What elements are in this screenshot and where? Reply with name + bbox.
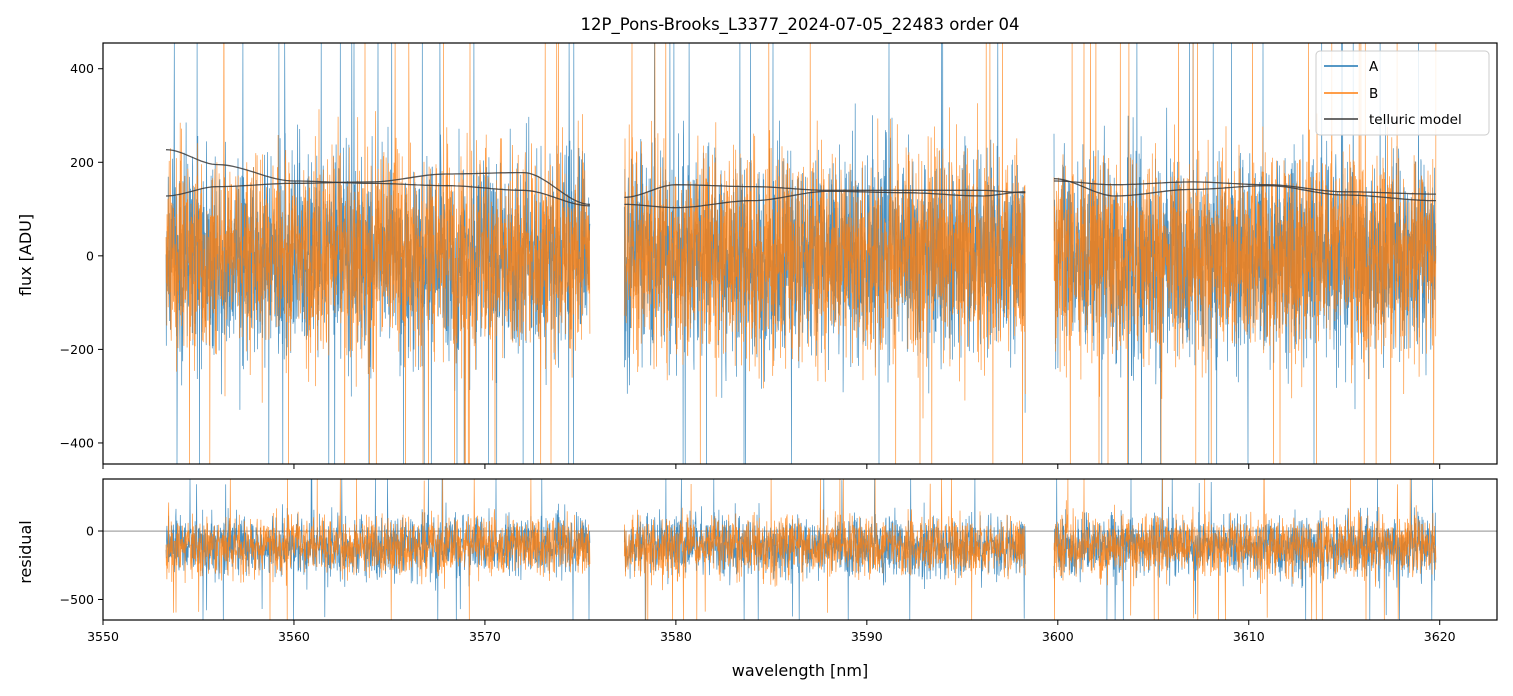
chart-title: 12P_Pons-Brooks_L3377_2024-07-05_22483 o… — [581, 15, 1020, 35]
main-y-axis-label: flux [ADU] — [16, 214, 35, 296]
residual-ytick-label: −500 — [60, 592, 94, 607]
legend: A B telluric model — [1315, 50, 1490, 136]
main-panel: −400 −200 0 200 400 flux [ADU] A B telluric … — [16, 42, 1498, 469]
main-x-ticks — [102, 464, 1441, 469]
legend-label-telluric: telluric model — [1369, 112, 1462, 128]
residual-xtick-label: 3550 — [87, 629, 119, 644]
residual-plot-area — [103, 479, 1497, 620]
residual-x-ticks: 3550 3560 3570 3580 3590 3600 3610 3620 — [87, 620, 1456, 644]
main-ytick-label: 0 — [86, 248, 94, 263]
x-axis-label: wavelength [nm] — [732, 661, 869, 680]
main-ytick-label: 200 — [70, 155, 94, 170]
main-telluric-model-curve-2 — [624, 190, 1026, 209]
residual-xtick-label: 3590 — [851, 629, 883, 644]
main-axes-frame — [102, 42, 1498, 465]
residual-ytick-label: 0 — [86, 524, 94, 539]
residual-xtick-label: 3560 — [278, 629, 310, 644]
residual-xtick-label: 3600 — [1042, 629, 1074, 644]
main-y-ticks: −400 −200 0 200 400 — [60, 61, 103, 450]
main-ytick-label: −400 — [60, 435, 94, 450]
residual-series-b — [165, 479, 1437, 620]
main-series-b — [165, 43, 1437, 464]
residual-y-axis-label: residual — [16, 520, 35, 583]
legend-label-a: A — [1369, 59, 1379, 75]
main-telluric-model-curve-5 — [1053, 178, 1436, 202]
main-telluric-model-curve-1 — [165, 171, 590, 206]
legend-label-b: B — [1369, 86, 1378, 102]
main-plot-area — [165, 43, 1437, 464]
main-telluric-model-curve-0 — [165, 149, 590, 207]
main-ytick-label: 400 — [70, 61, 94, 76]
residual-xtick-label: 3580 — [660, 629, 692, 644]
residual-xtick-label: 3620 — [1424, 629, 1456, 644]
residual-xtick-label: 3570 — [469, 629, 501, 644]
residual-xtick-label: 3610 — [1233, 629, 1265, 644]
main-telluric-model-curve-4 — [1054, 180, 1436, 195]
main-telluric-model-curve-3 — [624, 184, 1026, 199]
residual-panel: −500 0 3550 3560 3570 3580 3590 3600 3610 3620 r… — [16, 478, 1498, 680]
residual-y-ticks: −500 0 — [60, 524, 103, 607]
residual-axes-frame — [102, 478, 1498, 621]
main-ytick-label: −200 — [60, 342, 94, 357]
legend-box — [1315, 50, 1490, 136]
